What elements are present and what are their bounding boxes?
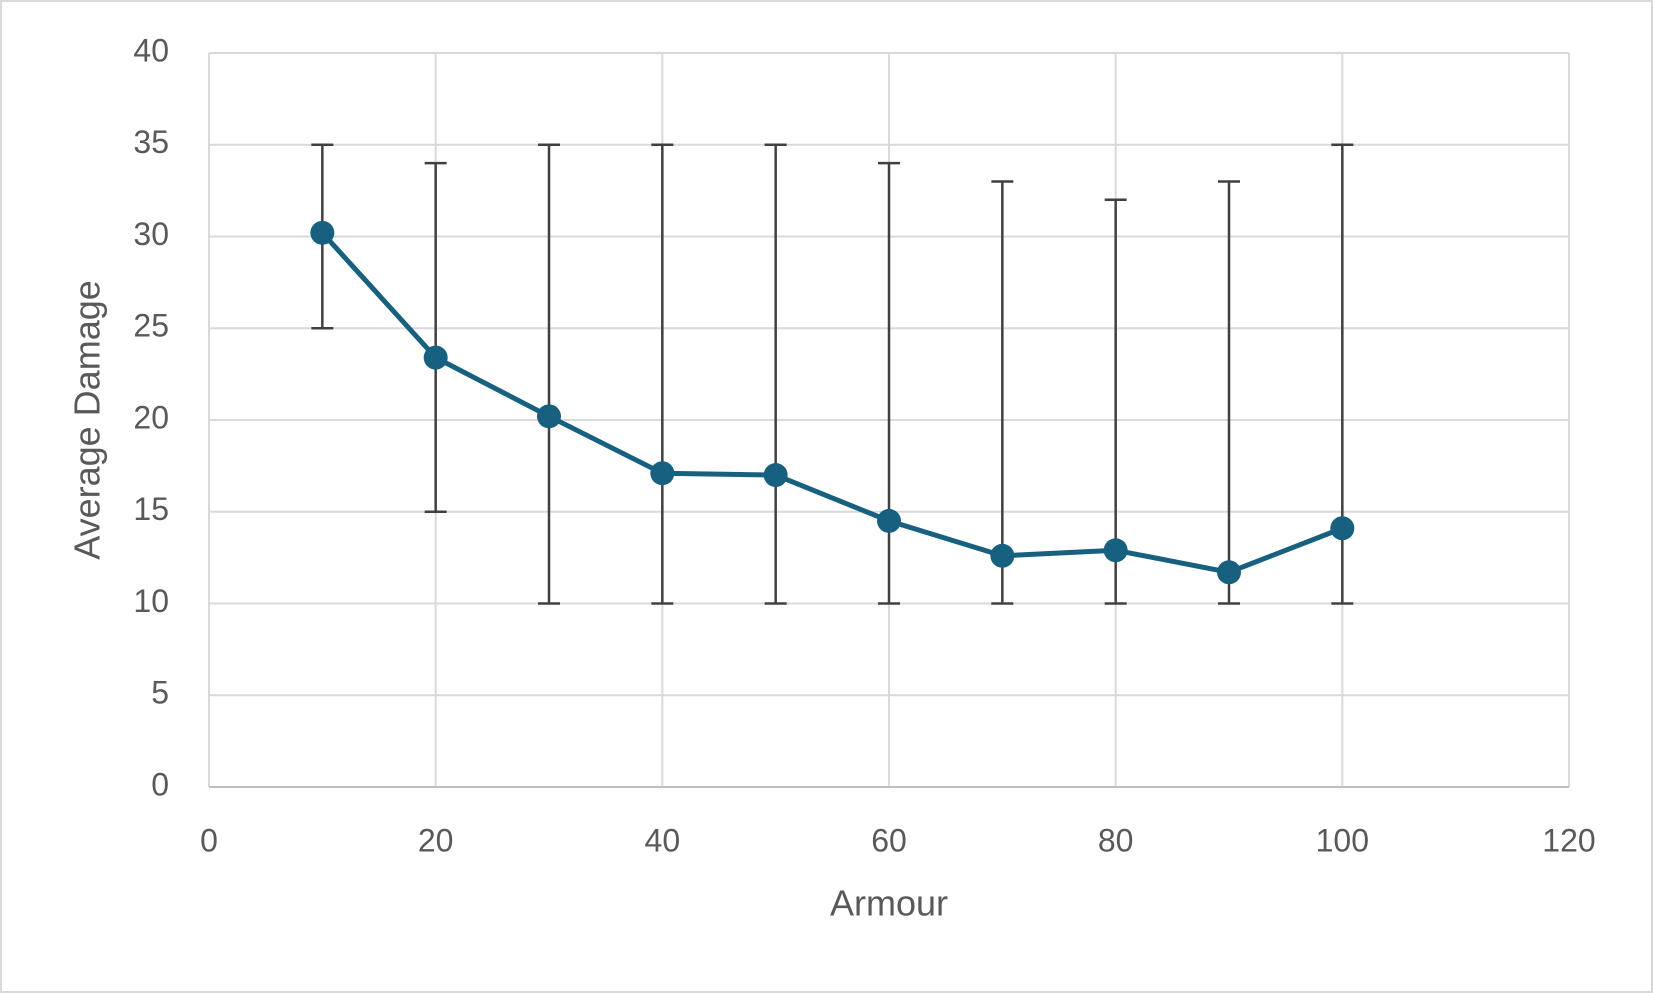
- data-point: [763, 463, 788, 488]
- data-point: [1217, 560, 1241, 585]
- error-bar: [424, 161, 447, 513]
- x-tick-label: 120: [1542, 822, 1595, 858]
- error-bar: [764, 143, 787, 605]
- x-tick-label: 80: [1098, 822, 1134, 858]
- y-axis-label: Average Damage: [67, 280, 108, 560]
- data-point: [877, 508, 901, 533]
- y-tick-label: 40: [133, 32, 169, 68]
- y-tick-label: 20: [133, 399, 169, 435]
- y-tick-label: 10: [133, 583, 169, 619]
- data-point: [1103, 538, 1128, 563]
- y-tick-label: 0: [151, 766, 169, 802]
- x-tick-label: 100: [1316, 822, 1369, 858]
- y-tick-label: 30: [133, 216, 169, 252]
- error-bar: [1218, 180, 1240, 605]
- error-bar: [538, 143, 560, 605]
- error-bar: [1104, 198, 1127, 605]
- x-tick-label: 40: [645, 822, 681, 858]
- error-bar: [991, 180, 1014, 605]
- x-tick-label: 0: [200, 822, 218, 858]
- data-point: [310, 220, 335, 245]
- x-tick-label: 20: [418, 822, 454, 858]
- data-point: [650, 461, 675, 486]
- x-tick-label: 60: [871, 822, 907, 858]
- data-point: [990, 543, 1015, 568]
- data-point: [1330, 516, 1355, 541]
- x-axis-label: Armour: [830, 883, 948, 924]
- data-point: [537, 404, 561, 429]
- data-point: [423, 345, 448, 370]
- y-tick-label: 5: [151, 675, 169, 711]
- error-bar: [651, 143, 674, 605]
- data-line: [320, 231, 1344, 575]
- y-tick-label: 35: [133, 124, 169, 160]
- y-tick-label: 25: [133, 308, 169, 344]
- y-tick-label: 15: [133, 491, 169, 527]
